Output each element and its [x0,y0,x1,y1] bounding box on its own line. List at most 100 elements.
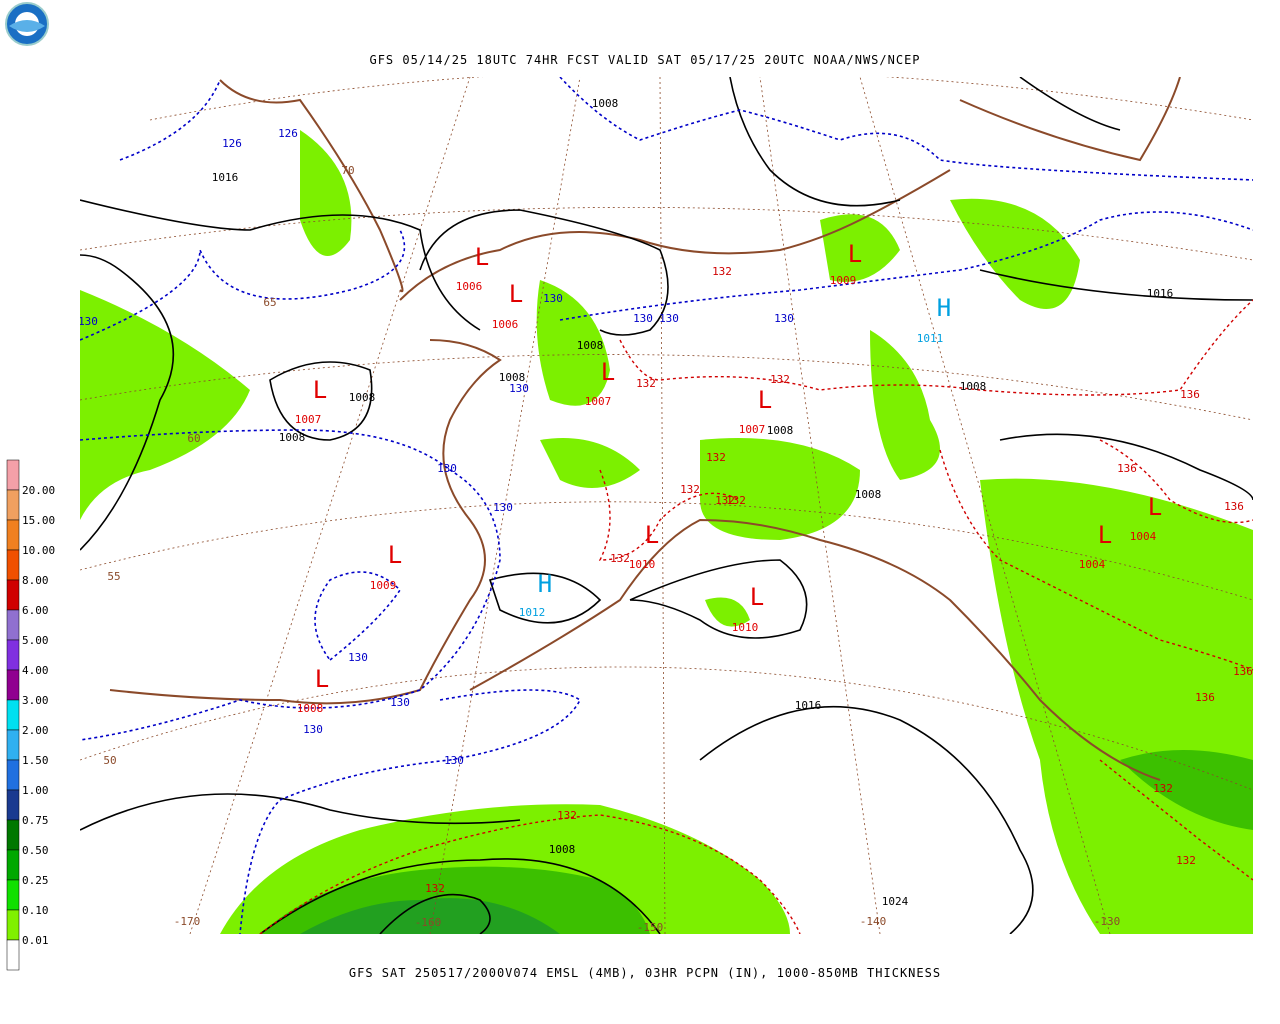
pressure-value: 1006 [456,280,483,293]
thickness-high [259,299,1253,934]
thickness-label: 130 [444,754,464,767]
pressure-symbol: L [1098,521,1112,549]
thickness-label: 130 [78,315,98,328]
legend-label: 20.00 [22,484,55,497]
isobar-label: 1024 [882,895,909,908]
legend-label: 2.00 [22,724,49,737]
legend-swatch [6,909,20,941]
thickness-label: 136 [1224,500,1244,513]
pressure-symbol: L [313,376,327,404]
thickness-label: 126 [278,127,298,140]
pressure-symbol: L [388,541,402,569]
legend-label: 0.10 [22,904,49,917]
thickness-label: 130 [509,382,529,395]
isobar-label: 1016 [212,171,239,184]
isobar-label: 1008 [577,339,604,352]
pressure-value: 1009 [830,274,857,287]
thickness-label: 132 [636,377,656,390]
pressure-symbol: L [645,521,659,549]
isobar-label: 1008 [499,371,526,384]
legend-label: 8.00 [22,574,49,587]
pressure-value: 1008 [297,702,324,715]
isobar-label: 1008 [855,488,882,501]
legend-swatch [6,669,20,701]
pressure-value: 1011 [917,332,944,345]
isobar-label: 1008 [767,424,794,437]
pressure-value: 1004 [1079,558,1106,571]
grid-label: 55 [107,570,120,583]
legend-label: 0.75 [22,814,49,827]
legend-swatch [6,549,20,581]
pressure-symbol: L [758,386,772,414]
grid-label: -130 [1094,915,1121,928]
thickness-label: 130 [774,312,794,325]
grid-label: 50 [103,754,116,767]
legend-label: 1.50 [22,754,49,767]
pressure-symbol: L [750,583,764,611]
legend-swatch [6,819,20,851]
pressure-symbol: L [848,240,862,268]
isobar-label: 1008 [549,843,576,856]
isobars [80,77,1253,934]
thickness-label: 130 [543,292,563,305]
legend-swatch [6,729,20,761]
thickness-label: 130 [390,696,410,709]
thickness-label: 132 [715,494,735,507]
pressure-symbol: L [475,243,489,271]
thickness-label: 132 [610,552,630,565]
map-caption: GFS SAT 250517/2000V074 EMSL (4MB), 03HR… [349,966,941,980]
thickness-label: 132 [680,483,700,496]
legend-label: 0.50 [22,844,49,857]
thickness-label: 132 [706,451,726,464]
legend-label: 1.00 [22,784,49,797]
grid-label: 70 [341,164,354,177]
isobar-label: 1008 [592,97,619,110]
pressure-symbol: H [538,570,552,598]
isobar-label: 1016 [795,699,822,712]
pressure-value: 1010 [629,558,656,571]
pressure-value: 1009 [370,579,397,592]
thickness-label: 132 [425,882,445,895]
map-area: L 1006 L 1006 L 1007 L 1007 L 1007 L 1009 H 1011 L 1009… [78,77,1253,934]
legend: 20.00 15.00 10.00 8.00 6.00 5.00 4.00 3.00 2.00 1… [6,459,55,971]
pressure-value: 1007 [585,395,612,408]
thickness-label: 130 [659,312,679,325]
legend-label: 10.00 [22,544,55,557]
thickness-label: 132 [770,373,790,386]
legend-label: 3.00 [22,694,49,707]
thickness-label: 132 [557,809,577,822]
grid-label: 65 [263,296,276,309]
grid-label: -160 [415,916,442,929]
legend-label: 6.00 [22,604,49,617]
thickness-label: 136 [1117,462,1137,475]
legend-label: 0.25 [22,874,49,887]
map-labels: L 1006 L 1006 L 1007 L 1007 L 1007 L 1009 H 1011 L 1009… [78,97,1253,934]
pressure-value: 1006 [492,318,519,331]
thickness-label: 132 [1153,782,1173,795]
thickness-low [80,77,1253,934]
map-title: GFS 05/14/25 18UTC 74HR FCST VALID SAT 0… [369,53,920,67]
thickness-label: 136 [1233,665,1253,678]
legend-swatch [6,789,20,821]
grid-label: -140 [860,915,887,928]
grid [80,77,1253,934]
legend-label: 15.00 [22,514,55,527]
thickness-label: 132 [1176,854,1196,867]
thickness-label: 136 [1195,691,1215,704]
pressure-symbol: H [937,294,951,322]
legend-swatch [6,489,20,521]
isobar-label: 1008 [279,431,306,444]
precip [80,130,1253,934]
thickness-label: 130 [493,501,513,514]
legend-swatch [6,639,20,671]
noaa-logo [5,2,49,46]
pressure-value: 1004 [1130,530,1157,543]
thickness-label: 130 [348,651,368,664]
thickness-label: 130 [633,312,653,325]
legend-label: 5.00 [22,634,49,647]
legend-swatch [6,879,20,911]
pressure-symbol: L [601,358,615,386]
thickness-label: 130 [303,723,323,736]
pressure-value: 1007 [295,413,322,426]
